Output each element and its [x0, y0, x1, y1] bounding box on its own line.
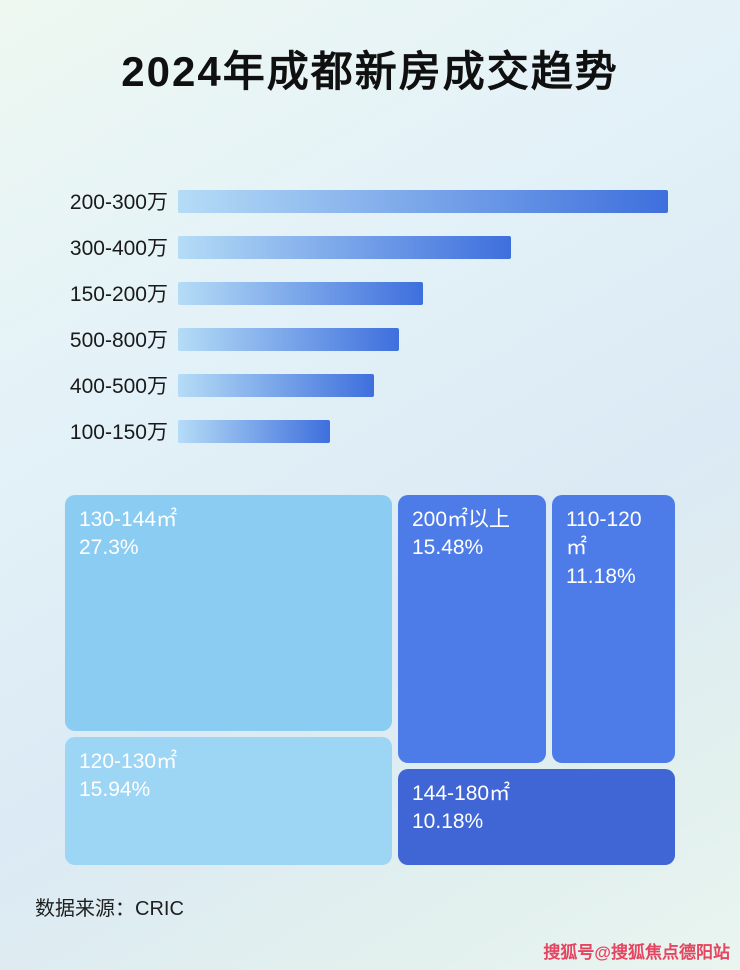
bar-category-label: 400-500万: [69, 375, 168, 398]
bar-category-label: 300-400万: [69, 237, 168, 260]
treemap-percent: 10.18%: [412, 810, 484, 834]
bar-track: [178, 419, 668, 443]
bar: [178, 419, 330, 443]
treemap-label: 130-144㎡: [79, 508, 178, 531]
bar-row: 500-800万: [50, 316, 668, 362]
treemap-block-120-130: 120-130㎡ 15.94%: [65, 737, 392, 865]
treemap-block-200-plus: 200㎡以上 15.48%: [398, 495, 546, 763]
treemap-percent: 15.94%: [79, 778, 151, 802]
bar-row: 300-400万: [50, 224, 668, 270]
bar-category-label: 150-200万: [69, 283, 168, 306]
bar-track: [178, 235, 668, 259]
treemap-percent: 15.48%: [412, 536, 484, 560]
bar-track: [178, 373, 668, 397]
treemap-block-130-144: 130-144㎡ 27.3%: [65, 495, 392, 731]
bar-category-label: 500-800万: [69, 329, 168, 352]
treemap-label: 120-130㎡: [79, 750, 178, 773]
data-source-label: 数据来源：CRIC: [35, 898, 184, 920]
bar-row: 150-200万: [50, 270, 668, 316]
bar-track: [178, 327, 668, 351]
bar-track: [178, 189, 668, 213]
watermark-text: 搜狐号@搜狐焦点德阳站: [543, 943, 730, 962]
bar: [178, 189, 668, 213]
bar-category-label: 100-150万: [69, 421, 168, 444]
page-title: 2024年成都新房成交趋势: [121, 48, 619, 95]
treemap-percent: 27.3%: [79, 536, 139, 560]
treemap-chart: 130-144㎡ 27.3% 200㎡以上 15.48% 110-120㎡ 11…: [65, 495, 675, 865]
bar-row: 100-150万: [50, 408, 668, 454]
treemap-percent: 11.18%: [566, 564, 636, 588]
bar: [178, 327, 399, 351]
bar: [178, 235, 512, 259]
bar: [178, 373, 374, 397]
bar: [178, 281, 423, 305]
bar-track: [178, 281, 668, 305]
treemap-block-144-180: 144-180㎡ 10.18%: [398, 769, 675, 865]
treemap-block-110-120: 110-120㎡ 11.18%: [552, 495, 675, 763]
treemap-label: 200㎡以上: [412, 508, 511, 531]
bar-category-label: 200-300万: [69, 191, 168, 214]
bar-chart: 200-300万 300-400万 150-200万 500-800万 400-…: [50, 178, 668, 454]
treemap-label: 144-180㎡: [412, 782, 511, 805]
bar-row: 400-500万: [50, 362, 668, 408]
bar-row: 200-300万: [50, 178, 668, 224]
treemap-label: 110-120㎡: [566, 508, 642, 560]
